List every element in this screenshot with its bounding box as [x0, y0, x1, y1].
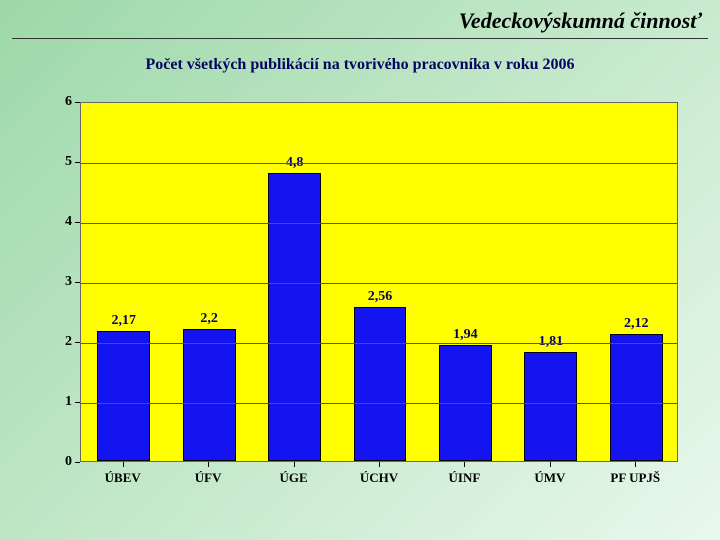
bar-value-label: 2,17: [111, 313, 136, 329]
x-category-label: ÚMV: [534, 470, 565, 486]
bar: [268, 173, 321, 461]
gridline: [81, 163, 677, 164]
x-category-label: ÚBEV: [105, 470, 141, 486]
x-tick-mark: [635, 462, 636, 467]
bar-value-label: 1,94: [453, 327, 478, 343]
x-category-label: ÚCHV: [360, 470, 398, 486]
bar: [354, 307, 407, 461]
y-tick-label: 5: [42, 154, 72, 170]
bars-layer: 2,172,24,82,561,941,812,12: [81, 103, 677, 461]
x-tick-mark: [208, 462, 209, 467]
y-tick-mark: [75, 102, 80, 103]
bar-value-label: 2,56: [368, 289, 393, 305]
y-tick-mark: [75, 162, 80, 163]
x-tick-mark: [464, 462, 465, 467]
y-tick-label: 0: [42, 454, 72, 470]
x-category-label: ÚGE: [279, 470, 307, 486]
y-tick-label: 3: [42, 274, 72, 290]
plot-area: 2,172,24,82,561,941,812,12: [80, 102, 678, 462]
bar-value-label: 2,2: [200, 311, 218, 327]
y-tick-label: 1: [42, 394, 72, 410]
y-tick-label: 2: [42, 334, 72, 350]
page: Vedeckovýskumná činnosť Počet všetkých p…: [0, 0, 720, 540]
y-tick-mark: [75, 282, 80, 283]
y-tick-mark: [75, 222, 80, 223]
gridline: [81, 283, 677, 284]
bar: [183, 329, 236, 461]
gridline: [81, 223, 677, 224]
x-tick-mark: [294, 462, 295, 467]
bar: [524, 352, 577, 461]
x-category-label: PF UPJŠ: [610, 470, 660, 486]
y-tick-label: 6: [42, 94, 72, 110]
x-tick-mark: [550, 462, 551, 467]
chart-title: Počet všetkých publikácií na tvorivého p…: [0, 56, 720, 74]
x-tick-mark: [123, 462, 124, 467]
header-divider: [12, 38, 708, 39]
bar-value-label: 2,12: [624, 316, 649, 332]
y-tick-mark: [75, 462, 80, 463]
bar-chart: 2,172,24,82,561,941,812,12 0123456 ÚBEVÚ…: [50, 92, 690, 500]
y-tick-mark: [75, 402, 80, 403]
y-tick-mark: [75, 342, 80, 343]
gridline: [81, 403, 677, 404]
x-category-label: ÚINF: [449, 470, 481, 486]
bar: [97, 331, 150, 461]
page-title: Vedeckovýskumná činnosť: [459, 8, 702, 34]
y-tick-label: 4: [42, 214, 72, 230]
bar: [610, 334, 663, 461]
gridline: [81, 343, 677, 344]
x-category-label: ÚFV: [195, 470, 222, 486]
x-tick-mark: [379, 462, 380, 467]
